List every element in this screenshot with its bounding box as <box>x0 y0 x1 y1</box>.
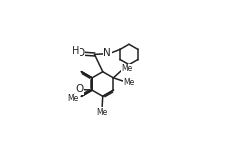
Text: Me: Me <box>121 64 132 73</box>
Text: O: O <box>76 48 84 58</box>
Text: Me: Me <box>68 94 79 103</box>
Text: O: O <box>76 48 85 58</box>
Text: O: O <box>76 84 84 94</box>
Text: Me: Me <box>96 108 108 117</box>
Text: Me: Me <box>123 78 134 87</box>
Text: N: N <box>103 48 111 57</box>
Text: H: H <box>72 46 80 56</box>
